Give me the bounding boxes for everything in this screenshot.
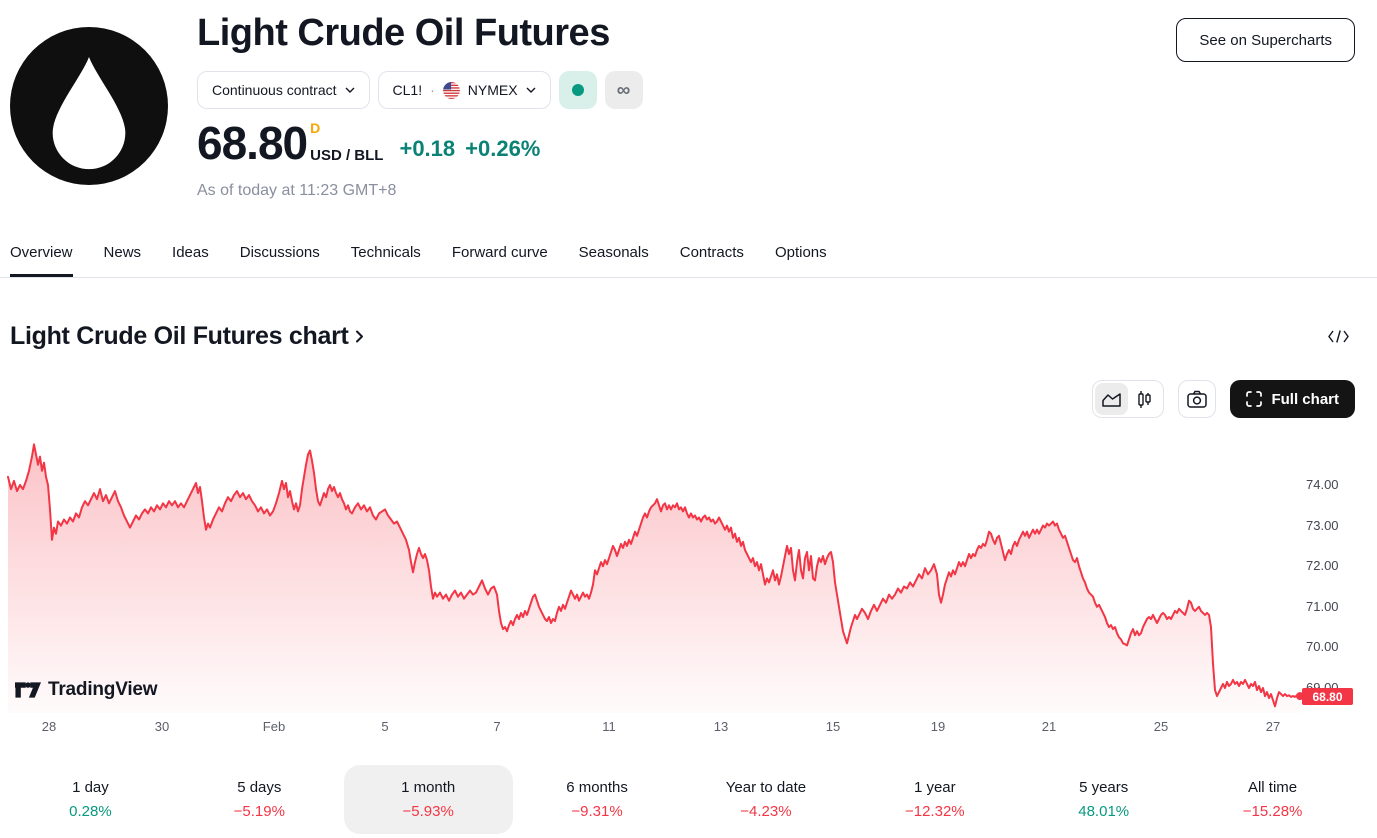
time-axis[interactable]: 28 30 Feb 5 7 11 13 15 19 21 25 27 — [0, 719, 1310, 735]
price-axis[interactable]: 74.00 73.00 72.00 71.00 70.00 69.00 — [1306, 435, 1366, 713]
time-axis-label: 25 — [1153, 719, 1169, 734]
as-of-timestamp: As of today at 11:23 GMT+8 — [197, 182, 397, 199]
tradingview-logo-icon — [15, 682, 41, 698]
time-axis-label: 19 — [930, 719, 946, 734]
tab-overview[interactable]: Overview — [10, 240, 73, 277]
price-axis-label: 70.00 — [1306, 639, 1339, 654]
fullscreen-icon — [1246, 391, 1263, 407]
embed-code-button[interactable] — [1326, 328, 1351, 345]
chart-section-title: Light Crude Oil Futures chart — [10, 322, 349, 350]
exchange-label: NYMEX — [467, 82, 518, 98]
symbol-tabs: Overview News Ideas Discussions Technica… — [0, 240, 1377, 278]
tab-discussions[interactable]: Discussions — [240, 240, 320, 277]
period-year-to-date[interactable]: Year to date −4.23% — [682, 765, 851, 834]
chevron-right-icon — [355, 330, 363, 343]
time-axis-label: 7 — [493, 719, 501, 734]
period-6-months[interactable]: 6 months −9.31% — [513, 765, 682, 834]
price-block: 68.80 D USD / BLL +0.18 +0.26% — [197, 116, 540, 169]
session-d-badge: D — [310, 120, 321, 136]
period-1-day[interactable]: 1 day 0.28% — [6, 765, 175, 834]
infinity-icon: ∞ — [616, 79, 631, 101]
market-status-button[interactable] — [558, 71, 597, 109]
time-axis-label: 5 — [381, 719, 389, 734]
area-chart-icon — [1102, 392, 1122, 407]
market-open-dot-icon — [571, 84, 584, 96]
chevron-down-icon — [345, 87, 355, 93]
tradingview-watermark: TradingView — [15, 679, 158, 701]
time-axis-label: 28 — [41, 719, 57, 734]
price-unit: USD / BLL — [310, 147, 384, 164]
period-all-time[interactable]: All time −15.28% — [1188, 765, 1357, 834]
chart-section-heading[interactable]: Light Crude Oil Futures chart — [10, 322, 365, 351]
change-percent: +0.26% — [465, 136, 541, 161]
area-fill — [8, 444, 1300, 713]
us-flag-icon — [442, 81, 460, 99]
period-5-days[interactable]: 5 days −5.19% — [175, 765, 344, 834]
time-axis-label: 13 — [713, 719, 729, 734]
chart-style-segmented-control — [1092, 380, 1165, 418]
candles-chart-style-button[interactable] — [1128, 383, 1161, 415]
tab-contracts[interactable]: Contracts — [680, 240, 744, 277]
period-1-year[interactable]: 1 year −12.32% — [850, 765, 1019, 834]
oil-drop-icon — [10, 27, 168, 185]
symbol-label: CL1! — [392, 82, 423, 98]
snapshot-camera-button[interactable] — [1178, 380, 1217, 418]
price-axis-label: 73.00 — [1306, 518, 1339, 533]
tab-technicals[interactable]: Technicals — [351, 240, 421, 277]
time-axis-label: 11 — [602, 719, 616, 734]
time-axis-label: 15 — [825, 719, 841, 734]
price-change: +0.18 +0.26% — [399, 136, 540, 164]
page-title: Light Crude Oil Futures — [197, 12, 610, 54]
last-price-badge: 68.80 — [1302, 688, 1353, 705]
price-axis-label: 74.00 — [1306, 477, 1339, 492]
contract-type-dropdown[interactable]: Continuous contract — [197, 71, 370, 109]
period-selector: 1 day 0.28% 5 days −5.19% 1 month −5.93%… — [6, 765, 1357, 834]
price-axis-label: 72.00 — [1306, 558, 1339, 573]
price-line — [7, 443, 1301, 708]
contract-selector-row: Continuous contract CL1! · — [197, 71, 643, 109]
watermark-label: TradingView — [48, 679, 158, 700]
tab-options[interactable]: Options — [775, 240, 827, 277]
area-chart-style-button[interactable] — [1095, 383, 1129, 415]
see-on-supercharts-button[interactable]: See on Supercharts — [1176, 18, 1355, 62]
period-1-month[interactable]: 1 month −5.93% — [343, 765, 513, 834]
tab-news[interactable]: News — [104, 240, 142, 277]
time-axis-label: 21 — [1041, 719, 1057, 734]
tab-seasonals[interactable]: Seasonals — [579, 240, 649, 277]
area-chart — [7, 443, 1304, 713]
chart-toolbar: Full chart — [1092, 380, 1355, 418]
change-absolute: +0.18 — [399, 136, 456, 161]
time-axis-label: 27 — [1265, 719, 1281, 734]
tab-forward-curve[interactable]: Forward curve — [452, 240, 548, 277]
last-price: 68.80 — [197, 116, 308, 169]
oil-drop-logo — [10, 27, 168, 185]
time-axis-label: Feb — [262, 719, 286, 734]
contract-type-label: Continuous contract — [212, 82, 337, 98]
price-chart[interactable]: 74.00 73.00 72.00 71.00 70.00 69.00 68.8… — [0, 435, 1377, 737]
full-chart-button[interactable]: Full chart — [1230, 380, 1355, 418]
price-axis-label: 71.00 — [1306, 599, 1339, 614]
symbol-exchange-dropdown[interactable]: CL1! · NYME — [377, 71, 551, 109]
full-chart-label: Full chart — [1271, 390, 1339, 408]
candlestick-icon — [1138, 390, 1152, 408]
period-5-years[interactable]: 5 years 48.01% — [1019, 765, 1188, 834]
continuous-contract-toggle[interactable]: ∞ — [604, 71, 643, 109]
camera-icon — [1187, 390, 1208, 408]
time-axis-label: 30 — [154, 719, 170, 734]
code-icon — [1328, 330, 1349, 343]
tab-ideas[interactable]: Ideas — [172, 240, 209, 277]
chevron-down-icon — [526, 87, 536, 93]
separator-dot: · — [430, 82, 435, 98]
